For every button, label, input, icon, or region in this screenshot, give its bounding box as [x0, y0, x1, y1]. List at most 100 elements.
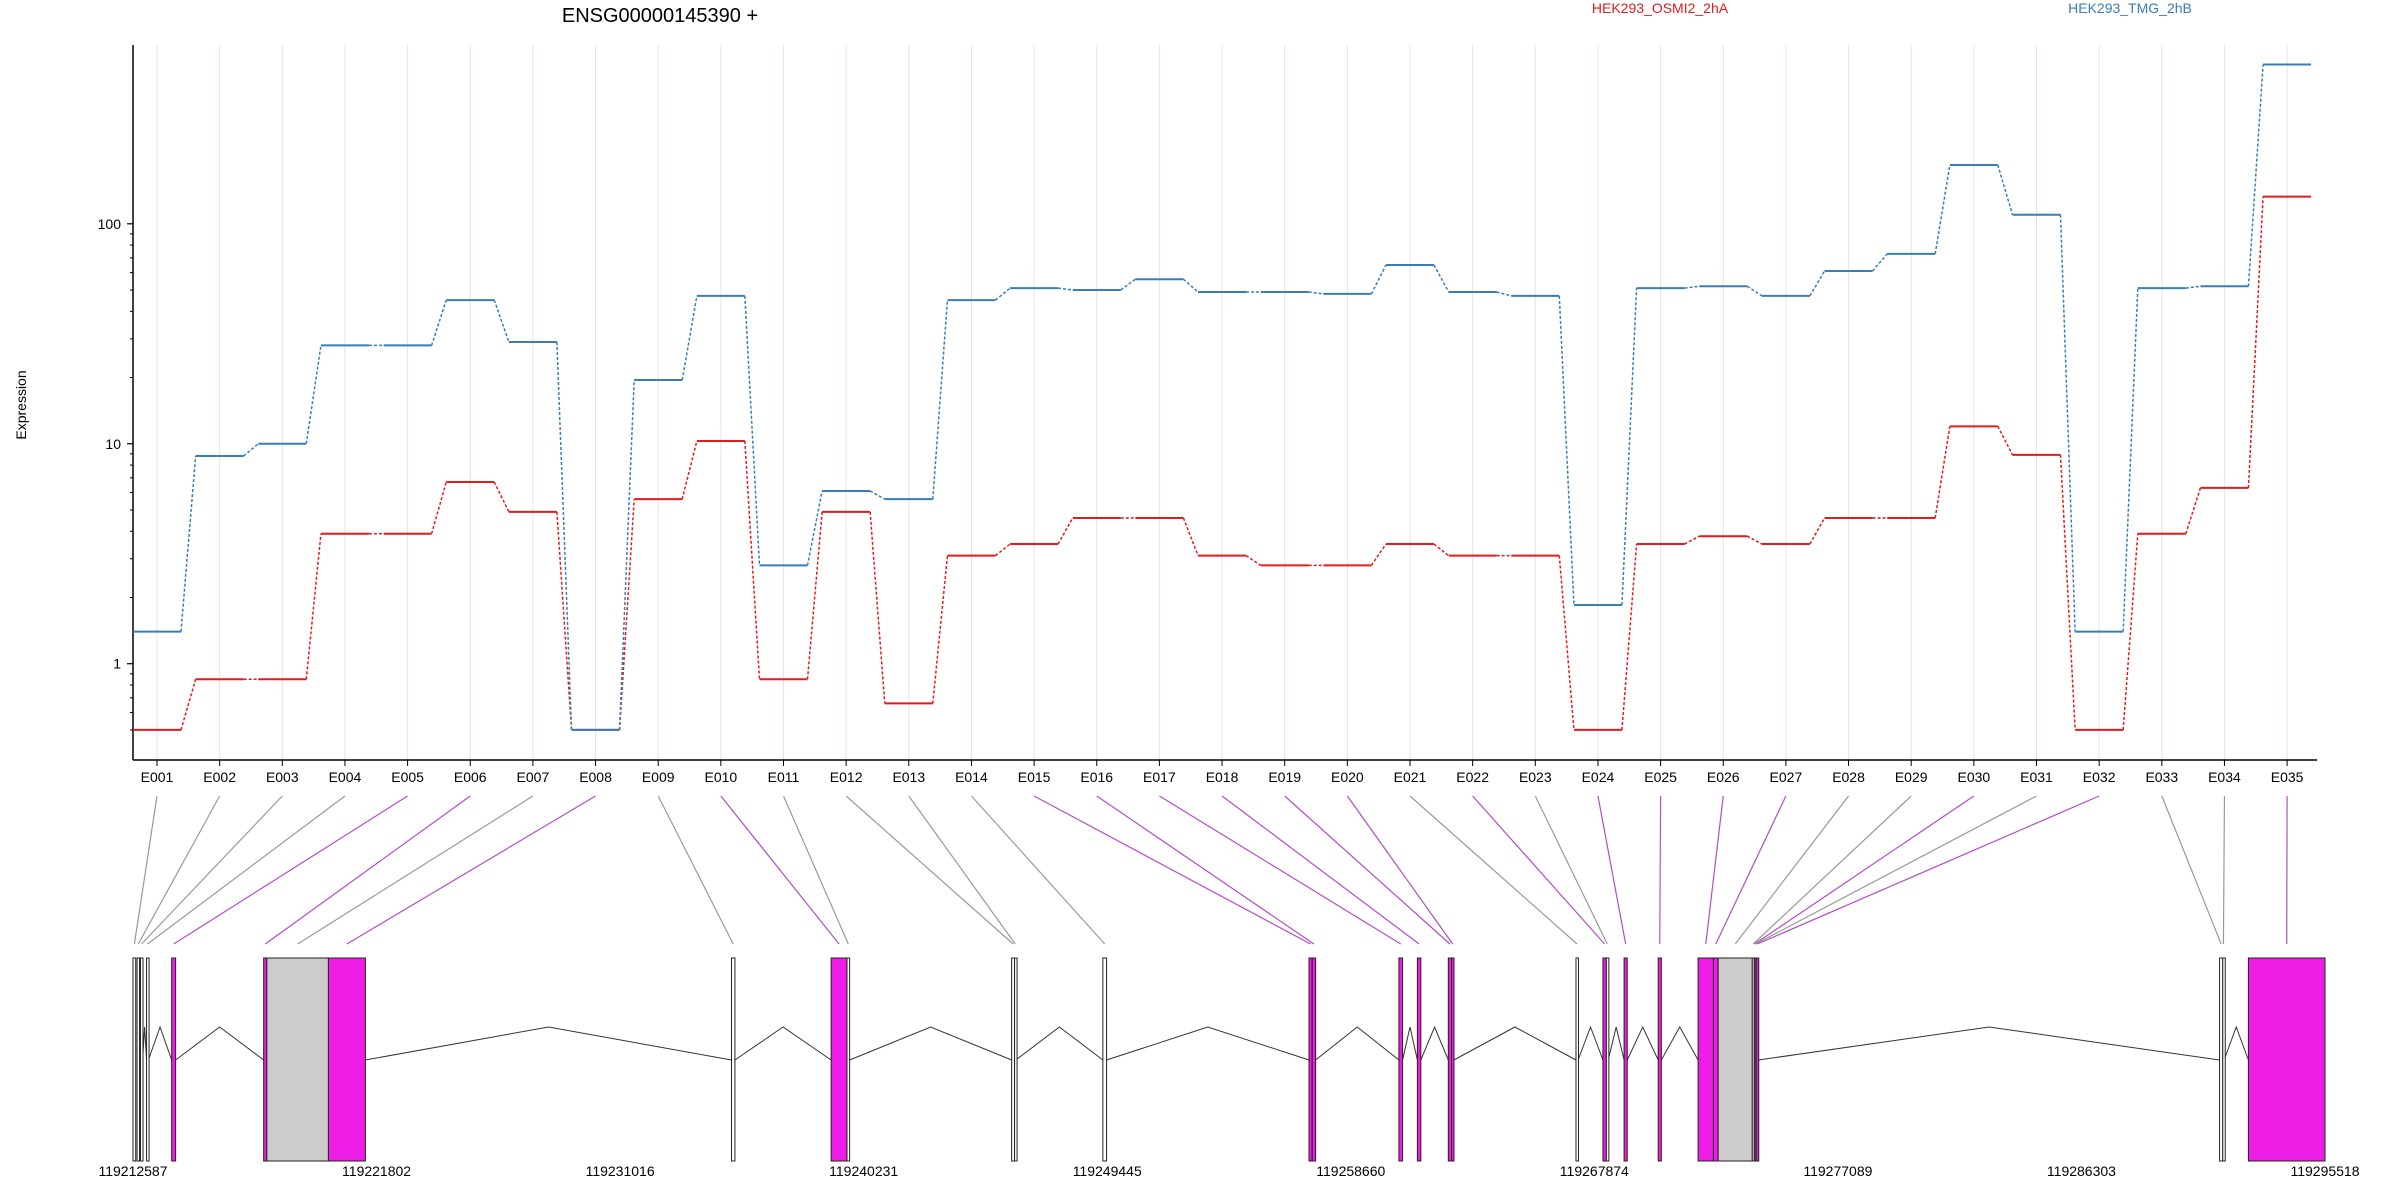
exon-box	[846, 957, 851, 1162]
exon-box	[730, 957, 736, 1162]
coordinate-label: 119267874	[1560, 1163, 1629, 1179]
series-connector	[1934, 164, 1951, 254]
x-tick-label: E029	[1895, 769, 1928, 785]
axes: 1 10 100	[98, 45, 2318, 761]
series-connector	[1809, 270, 1826, 297]
series-connector	[1433, 543, 1450, 557]
coordinate-label: 119221802	[342, 1163, 411, 1179]
series-connector	[430, 481, 447, 534]
series-connector	[2247, 196, 2264, 488]
intron-line	[147, 1025, 173, 1061]
intron-line	[1420, 1025, 1449, 1061]
gene-model	[132, 957, 2326, 1162]
exon-connector	[1159, 795, 1402, 945]
series-connector	[618, 379, 635, 730]
coordinate-label: 119258660	[1316, 1163, 1385, 1179]
series-connector	[2185, 285, 2201, 289]
intron-line	[734, 1026, 832, 1061]
x-tick-label: E024	[1582, 769, 1615, 785]
intron-line	[849, 1026, 1012, 1061]
exon-box	[2222, 957, 2226, 1162]
x-tick-label: E016	[1080, 769, 1113, 785]
series-connector	[2059, 454, 2076, 730]
x-tick-label: E015	[1018, 769, 1051, 785]
exon-box	[1416, 957, 1422, 1162]
exon-connector	[1409, 795, 1578, 945]
series-connector	[1370, 264, 1387, 295]
series-connector	[493, 299, 510, 343]
exon-connector	[782, 795, 849, 945]
exon-box	[1575, 957, 1579, 1162]
coordinate-label: 119231016	[586, 1163, 655, 1179]
exon-box	[1717, 957, 1753, 1162]
exon-connector	[1659, 795, 1662, 945]
exon-connector	[1757, 795, 2100, 945]
series-connector	[1621, 288, 1638, 605]
exon-connector	[1755, 795, 2037, 945]
series-connector	[556, 511, 573, 730]
exon-connector	[1096, 795, 1315, 945]
exon-box	[1623, 957, 1628, 1162]
intron-line	[2223, 1025, 2249, 1061]
exon-connector	[2222, 795, 2226, 945]
x-tick-label: E033	[2145, 769, 2178, 785]
series-connector	[681, 440, 698, 500]
exon-connector	[1715, 795, 1787, 945]
exon-connector	[657, 795, 734, 945]
exon-connector	[1346, 795, 1454, 945]
exon-box	[1398, 957, 1404, 1162]
y-tick-label: 1	[113, 656, 121, 672]
legend: HEK293_OSMI2_2hA HEK293_TMG_2hB	[1592, 0, 2192, 16]
intron-line	[1626, 1025, 1659, 1061]
series-connector	[618, 499, 635, 730]
exon-connector	[264, 795, 471, 945]
series-connector	[2059, 214, 2076, 632]
exon-connector	[147, 795, 346, 945]
series-connector	[1746, 285, 1763, 297]
x-tick-label: E013	[892, 769, 925, 785]
exon-box	[266, 957, 329, 1162]
intron-line	[365, 1026, 732, 1061]
series-lines	[133, 63, 2312, 731]
coordinate-labels: 119212587 119221802 119231016 119240231 1192…	[98, 1163, 2359, 1179]
x-tick-label: E032	[2083, 769, 2116, 785]
exon-connector	[1284, 795, 1451, 945]
series-connector	[994, 287, 1011, 301]
series-connector	[681, 295, 698, 381]
x-tick-label: E011	[768, 769, 800, 785]
series-connector	[1746, 535, 1763, 545]
series-connector	[1684, 285, 1700, 289]
series-connector	[305, 533, 322, 680]
series-connector	[2122, 288, 2139, 632]
exon-box	[132, 957, 137, 1162]
exon-box	[1602, 957, 1607, 1162]
x-tick-label: E019	[1268, 769, 1301, 785]
series-connector	[806, 490, 823, 566]
coordinate-label: 119240231	[829, 1163, 898, 1179]
x-tick-label: E018	[1206, 769, 1239, 785]
series-connector	[1057, 517, 1074, 545]
series-connector	[180, 679, 197, 731]
exon-box	[830, 957, 848, 1162]
series-connector	[1120, 278, 1136, 291]
intron-line	[1015, 1026, 1104, 1061]
series-connector	[744, 295, 761, 566]
series-connector	[2185, 487, 2202, 534]
series-connector	[243, 443, 259, 457]
series-connector	[1370, 543, 1387, 566]
series-connector	[1308, 291, 1324, 295]
series-1	[133, 195, 2312, 731]
exon-box	[1605, 957, 1610, 1162]
x-tick-label: E003	[266, 769, 299, 785]
series-connector	[2122, 533, 2139, 730]
exon-box	[1014, 957, 1018, 1162]
exon-connector	[845, 795, 1014, 945]
series-connector	[932, 300, 949, 500]
exon-connector	[1734, 795, 1850, 945]
series-connector	[1245, 555, 1262, 566]
exon-box	[1102, 957, 1108, 1162]
exon-connector	[1597, 795, 1627, 945]
exon-connector	[2161, 795, 2222, 945]
intron-line	[175, 1026, 264, 1061]
series-connector	[1558, 295, 1575, 605]
